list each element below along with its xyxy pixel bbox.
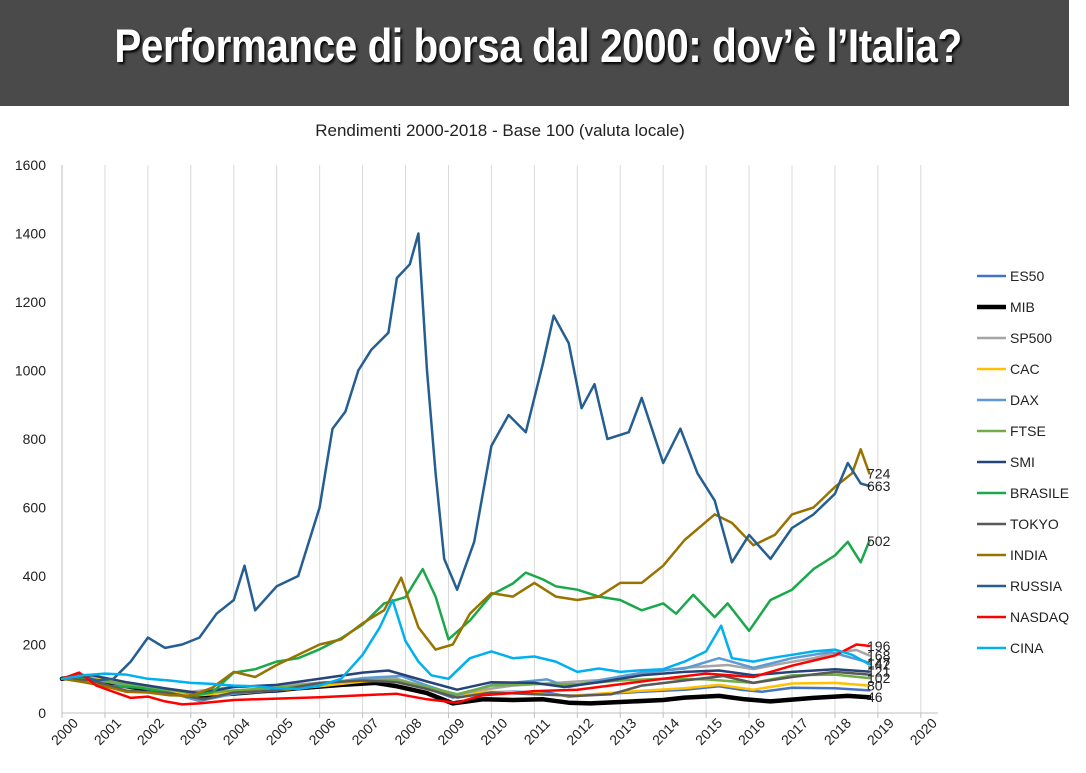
y-tick-label: 1400 xyxy=(15,226,46,242)
x-tick-label: 2000 xyxy=(48,715,81,748)
y-tick-label: 800 xyxy=(23,431,47,447)
x-tick-label: 2008 xyxy=(391,715,424,748)
x-tick-label: 2003 xyxy=(177,715,210,748)
x-tick-label: 2002 xyxy=(134,715,167,748)
legend-label-brasile: BRASILE xyxy=(1010,485,1069,501)
end-label-brasile: 502 xyxy=(867,533,891,549)
y-tick-label: 600 xyxy=(23,500,47,516)
chart-legend: ES50 MIB SP500 CAC DAX FTSE SMI BRASILE TOKYO IND… xyxy=(977,268,1069,656)
series-line-russia xyxy=(60,232,871,682)
y-tick-label: 1200 xyxy=(15,294,46,310)
y-tick-label: 200 xyxy=(23,637,47,653)
x-tick-label: 2015 xyxy=(692,715,725,748)
series-line-india xyxy=(60,448,871,698)
end-label-sp500: 168 xyxy=(867,647,891,663)
x-tick-label: 2004 xyxy=(220,715,253,748)
x-tick-label: 2006 xyxy=(305,715,338,748)
end-label-cina: 142 xyxy=(867,656,891,672)
x-tick-label: 2018 xyxy=(821,715,854,748)
chart-grid xyxy=(104,165,922,713)
x-tick-label: 2011 xyxy=(521,715,554,748)
line-chart: 2000 2001 2002 2003 2004 2005 2006 2007 2008 2009… xyxy=(15,157,1069,748)
legend-label-cac: CAC xyxy=(1010,361,1040,377)
x-tick-label: 2019 xyxy=(864,715,897,748)
legend-label-dax: DAX xyxy=(1010,392,1039,408)
x-tick-label: 2012 xyxy=(563,715,596,748)
end-label-smi: 121 xyxy=(867,664,891,680)
y-tick-label: 0 xyxy=(38,705,46,721)
end-label-mib: 46 xyxy=(867,689,883,705)
y-tick-label: 400 xyxy=(23,568,47,584)
x-tick-label: 2001 xyxy=(91,715,124,748)
x-tick-label: 2017 xyxy=(778,715,811,748)
legend-label-smi: SMI xyxy=(1010,454,1035,470)
end-label-ftse: 102 xyxy=(867,670,891,686)
x-tick-label: 2009 xyxy=(434,715,467,748)
chart-series xyxy=(59,232,872,706)
chart-title: Rendimenti 2000-2018 - Base 100 (valuta … xyxy=(315,121,685,140)
end-label-cac: 80 xyxy=(867,678,883,694)
end-label-nasdaq: 196 xyxy=(867,638,891,654)
series-line-nasdaq xyxy=(60,643,871,706)
x-tick-label: 2016 xyxy=(735,715,768,748)
legend-label-sp500: SP500 xyxy=(1010,330,1052,346)
legend-label-india: INDIA xyxy=(1010,547,1048,563)
x-tick-label: 2013 xyxy=(606,715,639,748)
legend-label-russia: RUSSIA xyxy=(1010,578,1063,594)
legend-label-es50: ES50 xyxy=(1010,268,1044,284)
series-line-tokyo xyxy=(60,670,871,701)
legend-label-nasdaq: NASDAQ xyxy=(1010,609,1069,625)
end-label-dax: 147 xyxy=(867,655,891,671)
x-tick-label: 2014 xyxy=(649,715,682,748)
y-tick-label: 1600 xyxy=(15,157,46,173)
legend-label-cina: CINA xyxy=(1010,640,1044,656)
legend-label-tokyo: TOKYO xyxy=(1010,516,1059,532)
legend-label-mib: MIB xyxy=(1010,299,1035,315)
series-line-smi xyxy=(60,667,871,695)
x-tick-label: 2020 xyxy=(907,715,940,748)
banner-title: Performance di borsa dal 2000: dov’è l’I… xyxy=(114,19,962,72)
x-tick-label: 2010 xyxy=(477,715,510,748)
end-label-russia: 663 xyxy=(867,478,891,494)
x-tick-label: 2005 xyxy=(262,715,295,748)
x-tick-label: 2007 xyxy=(348,715,381,748)
legend-label-ftse: FTSE xyxy=(1010,423,1046,439)
title-banner xyxy=(0,0,1069,106)
end-label-india: 724 xyxy=(867,465,891,481)
series-line-cina xyxy=(60,598,871,691)
y-tick-label: 1000 xyxy=(15,363,46,379)
